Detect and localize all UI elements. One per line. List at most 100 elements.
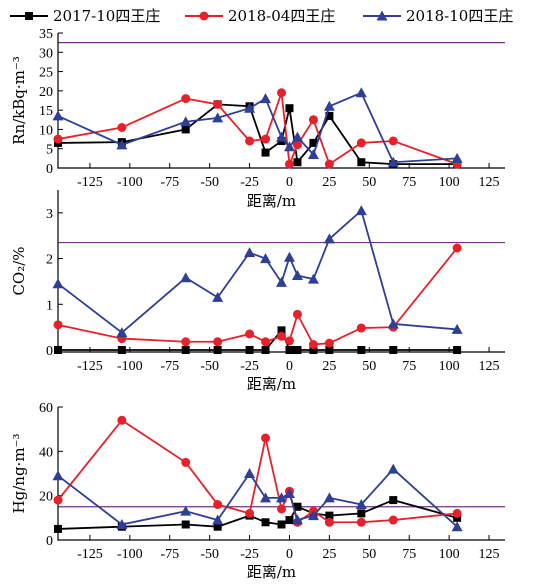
x-tick-label: 100 xyxy=(439,547,460,562)
data-point xyxy=(292,140,302,150)
legend-marker xyxy=(25,12,33,20)
x-tick-label: 75 xyxy=(402,359,416,374)
series-3 xyxy=(52,87,463,167)
series-2 xyxy=(53,243,462,350)
data-point xyxy=(245,346,254,354)
data-point xyxy=(284,336,294,346)
data-point xyxy=(53,495,63,505)
x-tick-label: -125 xyxy=(77,547,103,562)
data-point xyxy=(325,346,334,354)
data-point xyxy=(260,492,272,503)
data-point xyxy=(261,134,271,144)
data-point xyxy=(116,139,128,150)
data-point xyxy=(181,337,191,347)
x-tick-label: -50 xyxy=(200,547,219,562)
data-point xyxy=(357,158,366,167)
x-tick-label: 75 xyxy=(402,547,416,562)
data-point xyxy=(117,346,126,354)
data-point xyxy=(355,499,367,510)
data-point xyxy=(323,233,335,244)
data-point xyxy=(389,346,398,354)
data-point xyxy=(325,111,334,120)
data-point xyxy=(307,149,319,159)
data-point xyxy=(356,517,366,527)
axes xyxy=(57,407,505,541)
data-point xyxy=(308,115,318,125)
x-tick-label: 50 xyxy=(362,547,376,562)
x-tick-label: -100 xyxy=(117,547,143,562)
data-point xyxy=(261,148,270,157)
x-tick-label: -75 xyxy=(160,547,179,562)
data-point xyxy=(293,502,302,511)
data-point xyxy=(117,415,127,425)
data-point xyxy=(291,514,303,525)
series-3 xyxy=(52,205,463,338)
data-point xyxy=(277,331,286,341)
y-tick-label: 2 xyxy=(46,253,53,268)
x-tick-label: -75 xyxy=(160,359,179,374)
data-point xyxy=(451,521,463,532)
x-tick-label: -25 xyxy=(240,175,259,190)
data-point xyxy=(276,276,287,287)
series-1 xyxy=(54,100,462,169)
data-point xyxy=(212,291,224,302)
x-tick-label: -50 xyxy=(200,359,219,374)
x-tick-label: 0 xyxy=(286,359,293,374)
legend-item: 2018-04四王庄 xyxy=(185,7,335,25)
data-point xyxy=(116,518,128,529)
data-point xyxy=(244,468,256,478)
series-1 xyxy=(54,326,462,354)
data-point xyxy=(54,524,62,533)
x-tick-label: 0 xyxy=(286,175,293,190)
data-point xyxy=(212,112,224,123)
data-point xyxy=(355,205,367,216)
data-point xyxy=(309,138,318,147)
x-axis-label: 距离/m xyxy=(247,192,296,210)
data-point xyxy=(212,514,224,525)
x-tick-label: 125 xyxy=(479,175,500,190)
legend-item: 2018-10四王庄 xyxy=(363,7,513,25)
x-tick-label: -100 xyxy=(117,175,143,190)
data-point xyxy=(451,323,463,334)
data-point xyxy=(213,500,223,510)
data-point xyxy=(245,508,255,518)
x-tick-label: 75 xyxy=(402,175,416,190)
data-point xyxy=(389,496,398,505)
y-tick-label: 60 xyxy=(39,401,53,416)
data-point xyxy=(244,102,256,113)
x-tick-label: -25 xyxy=(240,359,259,374)
data-point xyxy=(356,138,366,148)
data-point xyxy=(453,346,462,354)
y-tick-label: 3 xyxy=(46,207,53,222)
data-point xyxy=(261,433,271,443)
data-point xyxy=(54,346,62,354)
data-point xyxy=(356,323,366,333)
y-tick-label: 0 xyxy=(46,344,53,359)
x-tick-label: -25 xyxy=(240,547,259,562)
y-tick-label: 20 xyxy=(39,490,53,505)
data-point xyxy=(291,131,303,142)
data-point xyxy=(277,504,286,514)
x-tick-label: 100 xyxy=(439,175,460,190)
y-tick-label: 15 xyxy=(39,104,53,119)
x-axis-label: 距离/m xyxy=(247,563,296,581)
legend: 2017-10四王庄 2018-04四王庄 2018-10四王庄 xyxy=(10,7,513,25)
data-point xyxy=(324,338,334,348)
data-point xyxy=(283,141,295,152)
data-point xyxy=(307,510,319,521)
data-point xyxy=(213,337,223,347)
series-line xyxy=(57,247,458,346)
y-tick-label: 40 xyxy=(39,445,53,460)
data-point xyxy=(261,346,270,354)
data-point xyxy=(52,470,64,481)
data-point xyxy=(284,159,294,169)
data-point xyxy=(452,508,462,518)
data-point xyxy=(387,318,399,329)
data-point xyxy=(276,131,287,142)
legend-label: 2018-10四王庄 xyxy=(406,7,513,25)
series-line xyxy=(57,103,458,166)
data-point xyxy=(323,100,335,111)
y-tick-label: 0 xyxy=(46,534,53,549)
data-point xyxy=(244,247,256,258)
